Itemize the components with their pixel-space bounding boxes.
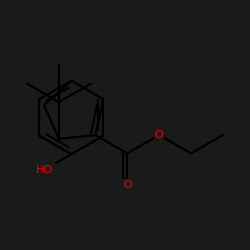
Text: O: O (155, 130, 164, 140)
Text: HO: HO (36, 165, 53, 175)
Text: O: O (123, 180, 132, 190)
